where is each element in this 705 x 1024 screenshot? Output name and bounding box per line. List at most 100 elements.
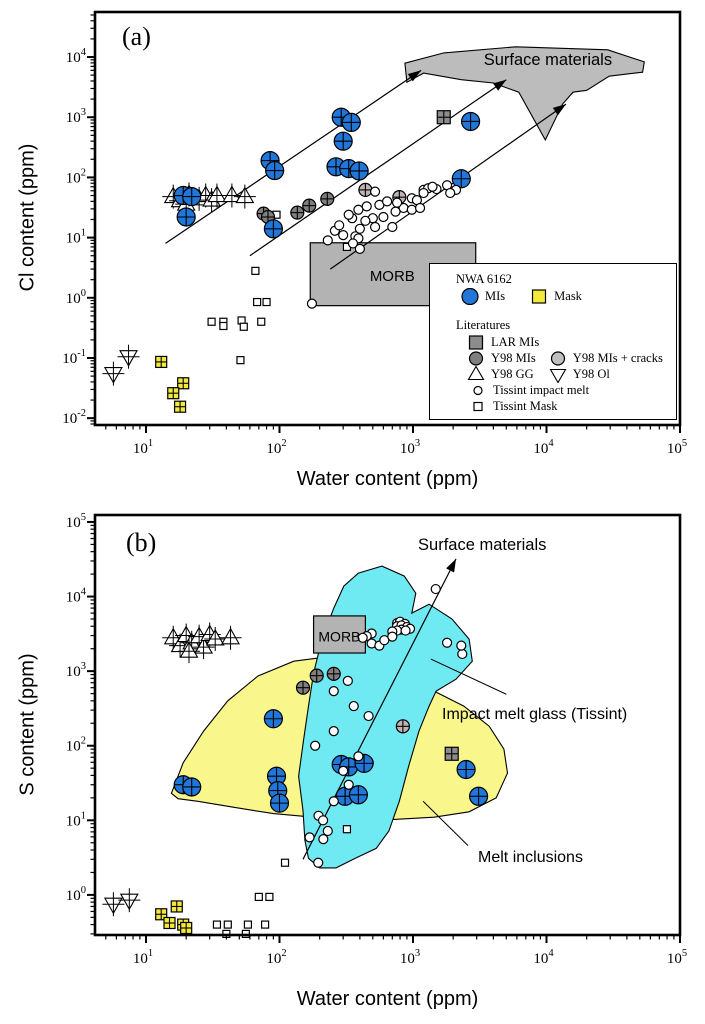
x-axis-title-a: Water content (ppm) (296, 468, 479, 490)
circle-legend-marker (461, 287, 479, 305)
axes-ticks-a: 10-2 10-1 100 101 101 102 102 103 103 104 104 105 (62, 14, 687, 457)
data-point-tissint_impact_melt (360, 215, 371, 226)
svg-text:102: 102 (66, 167, 86, 186)
data-point-tissint_mask (236, 356, 245, 365)
svg-text:103: 103 (66, 107, 86, 126)
data-point-nwa_mis (451, 169, 471, 189)
panel-label-b: (b) (126, 528, 157, 557)
svg-text:104: 104 (533, 948, 554, 967)
data-point-tissint_impact_melt (348, 700, 359, 712)
data-point-nwa_mask (167, 387, 180, 400)
svg-text:101: 101 (133, 948, 153, 967)
surface-materials-label-b: Surface materials (418, 536, 546, 554)
series-y98_mis-a (256, 191, 335, 225)
legend-item-label: Y98 MIs (491, 351, 536, 365)
data-point-y98_mis_cracks (358, 182, 373, 198)
x-axis-title-b: Water content (ppm) (296, 988, 479, 1010)
data-point-tissint_impact_melt (430, 583, 441, 595)
data-point-tissint_impact_melt (318, 833, 329, 845)
svg-text:102: 102 (266, 948, 286, 967)
plot-frame-b (93, 513, 682, 937)
data-point-y98_ol (102, 361, 125, 386)
series-y98_ol-a (102, 344, 140, 386)
data-point-y98_mis (295, 680, 311, 695)
data-point-tissint_impact_melt (369, 186, 381, 197)
data-point-tissint_impact_melt (441, 637, 453, 648)
y-axis-title-a: Cl content (ppm) (16, 143, 39, 292)
data-point-tissint_impact_melt (342, 675, 353, 686)
data-point-tissint_impact_melt (353, 204, 364, 215)
legend-item-label: Tissint Mask (493, 399, 558, 413)
svg-text:100: 100 (66, 885, 86, 904)
data-point-lar_mis (436, 110, 451, 125)
axes-ticks-b: 100 101 101 102 102 103 103 104 104 105 105 (66, 512, 687, 967)
legend-row: LAR MIs (430, 334, 676, 350)
square-legend-marker (532, 288, 547, 304)
triangle-down-legend-marker (549, 368, 567, 383)
legend-item-tissint-mask: Tissint Mask (468, 398, 558, 415)
data-point-tissint_impact_melt (306, 298, 318, 309)
data-point-tissint_mask (223, 920, 232, 929)
morb-region (312, 615, 366, 654)
data-point-nwa_mis (456, 759, 476, 780)
data-point-tissint_impact_melt (354, 243, 365, 254)
data-point-nwa_mis (182, 777, 202, 797)
legend-item-lar-mis: LAR MIs (466, 334, 539, 351)
legend-spacer (430, 304, 676, 317)
square-legend-marker (473, 401, 483, 411)
data-point-tissint_impact_melt (387, 221, 398, 233)
legend-item-y98-ol: Y98 Ol (548, 366, 610, 383)
data-point-nwa_mis (182, 186, 202, 207)
morb-label-b: MORB (318, 629, 360, 645)
series-y98_ol-b (102, 888, 141, 917)
data-point-tissint_impact_melt (354, 223, 365, 234)
legend-group-title: Literatures (456, 318, 511, 332)
legend-item-label: Y98 Ol (572, 367, 610, 381)
data-point-tissint_impact_melt (406, 204, 417, 215)
svg-text:104: 104 (533, 438, 554, 457)
svg-text:101: 101 (66, 810, 86, 829)
data-point-nwa_mis (468, 786, 489, 806)
data-point-nwa_mask (180, 921, 193, 935)
circle-legend-marker (473, 385, 483, 395)
legend-group-title: NWA 6162 (456, 272, 512, 286)
svg-text:105: 105 (667, 438, 687, 457)
data-point-tissint_impact_melt (338, 230, 349, 241)
data-point-tissint_impact_melt (427, 181, 438, 192)
data-point-tissint_impact_melt (387, 631, 398, 642)
series-tissint_mask-a (207, 210, 352, 365)
legend-item-label: MIs (485, 289, 506, 303)
svg-text:100: 100 (66, 288, 86, 307)
surface-materials-region (404, 46, 645, 142)
data-point-tissint_mask (254, 892, 263, 902)
legend-item-mask: Mask (529, 288, 582, 305)
data-point-tissint_impact_melt (456, 640, 467, 651)
data-point-y98_mis (320, 191, 335, 206)
trend-arrows-b (302, 558, 507, 860)
data-point-y98_ol (118, 888, 141, 913)
data-point-nwa_mis (348, 785, 369, 805)
data-point-tissint_impact_melt (353, 751, 364, 762)
data-point-tissint_mask (260, 920, 270, 929)
data-point-tissint_impact_melt (363, 710, 374, 722)
y-axis-title-b: S content (ppm) (16, 653, 39, 796)
legend-row: Tissint impact melt (430, 382, 676, 398)
data-point-y98_ol (117, 344, 140, 369)
data-point-y98_gg (204, 626, 227, 651)
data-point-y98_mis (309, 668, 324, 683)
impact-melt-glass-label-b: Impact melt glass (Tissint) (442, 706, 627, 723)
series-nwa_mask-a (155, 355, 190, 413)
series-nwa_mis-a (173, 107, 481, 239)
legend-item-label: Y98 MIs + cracks (572, 351, 663, 365)
data-point-nwa_mis (349, 161, 369, 181)
data-point-tissint_impact_melt (347, 238, 359, 249)
data-point-tissint_impact_melt (317, 815, 329, 826)
data-point-tissint_impact_melt (338, 765, 349, 776)
data-point-tissint_mask (280, 858, 290, 867)
data-point-nwa_mis (269, 793, 290, 813)
surface-materials-label-a: Surface materials (484, 51, 612, 69)
series-y98_gg-b (162, 622, 242, 664)
data-point-lar_mis (444, 746, 459, 761)
data-point-nwa_mis (341, 112, 361, 133)
